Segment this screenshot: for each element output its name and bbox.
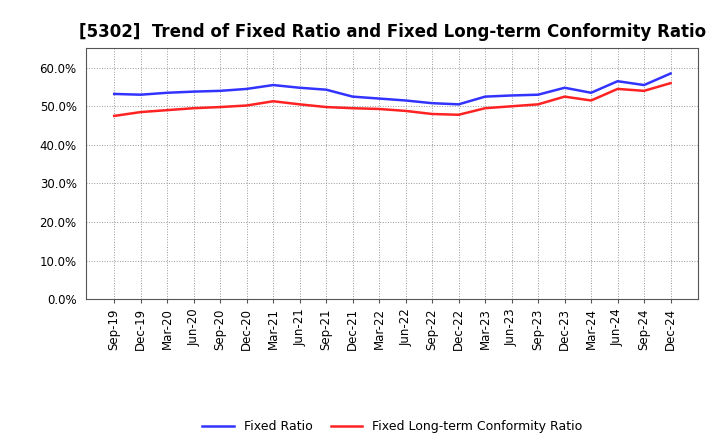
Fixed Long-term Conformity Ratio xyxy=(163,107,171,113)
Fixed Long-term Conformity Ratio xyxy=(375,106,384,112)
Fixed Ratio xyxy=(428,101,436,106)
Fixed Long-term Conformity Ratio xyxy=(428,111,436,117)
Legend: Fixed Ratio, Fixed Long-term Conformity Ratio: Fixed Ratio, Fixed Long-term Conformity … xyxy=(197,415,588,438)
Fixed Ratio xyxy=(534,92,542,97)
Fixed Long-term Conformity Ratio xyxy=(481,106,490,111)
Line: Fixed Long-term Conformity Ratio: Fixed Long-term Conformity Ratio xyxy=(114,83,670,116)
Fixed Long-term Conformity Ratio xyxy=(454,112,463,117)
Fixed Long-term Conformity Ratio xyxy=(216,104,225,110)
Fixed Ratio xyxy=(666,71,675,76)
Fixed Ratio xyxy=(401,98,410,103)
Fixed Ratio xyxy=(375,96,384,101)
Fixed Long-term Conformity Ratio xyxy=(348,106,357,111)
Fixed Ratio xyxy=(269,82,277,88)
Title: [5302]  Trend of Fixed Ratio and Fixed Long-term Conformity Ratio: [5302] Trend of Fixed Ratio and Fixed Lo… xyxy=(78,23,706,41)
Fixed Long-term Conformity Ratio xyxy=(534,102,542,107)
Fixed Ratio xyxy=(110,91,119,96)
Fixed Long-term Conformity Ratio xyxy=(295,102,304,107)
Fixed Ratio xyxy=(560,85,569,90)
Fixed Long-term Conformity Ratio xyxy=(269,99,277,104)
Fixed Ratio xyxy=(136,92,145,97)
Fixed Long-term Conformity Ratio xyxy=(243,103,251,108)
Fixed Ratio xyxy=(481,94,490,99)
Fixed Ratio xyxy=(216,88,225,93)
Fixed Long-term Conformity Ratio xyxy=(189,106,198,111)
Fixed Long-term Conformity Ratio xyxy=(613,86,622,92)
Fixed Ratio xyxy=(189,89,198,94)
Fixed Ratio xyxy=(243,86,251,92)
Fixed Long-term Conformity Ratio xyxy=(322,104,330,110)
Fixed Long-term Conformity Ratio xyxy=(666,81,675,86)
Fixed Ratio xyxy=(640,82,649,88)
Fixed Long-term Conformity Ratio xyxy=(136,110,145,115)
Fixed Long-term Conformity Ratio xyxy=(110,113,119,118)
Fixed Long-term Conformity Ratio xyxy=(560,94,569,99)
Fixed Long-term Conformity Ratio xyxy=(401,108,410,114)
Fixed Long-term Conformity Ratio xyxy=(640,88,649,93)
Line: Fixed Ratio: Fixed Ratio xyxy=(114,73,670,104)
Fixed Long-term Conformity Ratio xyxy=(587,98,595,103)
Fixed Ratio xyxy=(508,93,516,98)
Fixed Ratio xyxy=(295,85,304,90)
Fixed Ratio xyxy=(163,90,171,95)
Fixed Ratio xyxy=(587,90,595,95)
Fixed Ratio xyxy=(322,87,330,92)
Fixed Ratio xyxy=(348,94,357,99)
Fixed Ratio xyxy=(613,79,622,84)
Fixed Ratio xyxy=(454,102,463,107)
Fixed Long-term Conformity Ratio xyxy=(508,104,516,109)
